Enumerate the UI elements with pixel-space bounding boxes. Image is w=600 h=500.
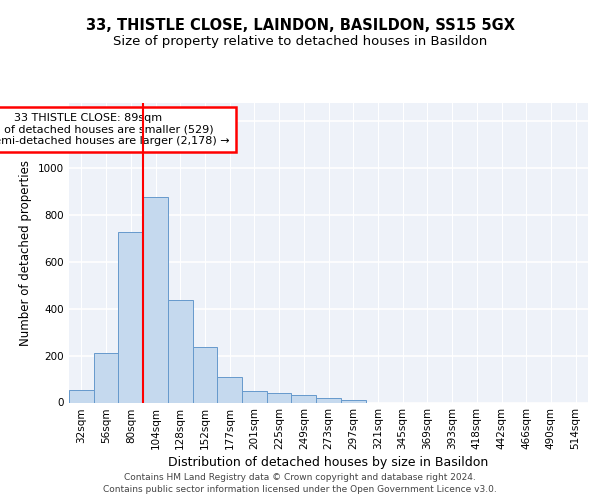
Bar	[217, 377, 242, 402]
Bar	[143, 198, 168, 402]
Y-axis label: Number of detached properties: Number of detached properties	[19, 160, 32, 346]
Bar	[193, 348, 217, 403]
Bar	[69, 390, 94, 402]
Bar	[94, 353, 118, 403]
Text: Size of property relative to detached houses in Basildon: Size of property relative to detached ho…	[113, 35, 487, 48]
Bar	[168, 300, 193, 402]
Text: Contains HM Land Registry data © Crown copyright and database right 2024.
Contai: Contains HM Land Registry data © Crown c…	[103, 473, 497, 494]
Bar	[316, 398, 341, 402]
Text: 33, THISTLE CLOSE, LAINDON, BASILDON, SS15 5GX: 33, THISTLE CLOSE, LAINDON, BASILDON, SS…	[86, 18, 515, 32]
X-axis label: Distribution of detached houses by size in Basildon: Distribution of detached houses by size …	[169, 456, 488, 469]
Bar	[292, 396, 316, 402]
Bar	[341, 400, 365, 402]
Text: 33 THISTLE CLOSE: 89sqm
← 19% of detached houses are smaller (529)
80% of semi-d: 33 THISTLE CLOSE: 89sqm ← 19% of detache…	[0, 113, 230, 146]
Bar	[242, 391, 267, 402]
Bar	[267, 392, 292, 402]
Bar	[118, 232, 143, 402]
